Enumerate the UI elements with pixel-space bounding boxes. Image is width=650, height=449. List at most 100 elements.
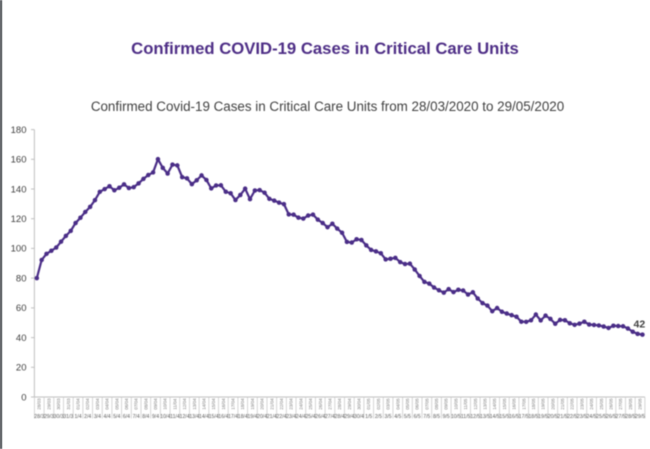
svg-text:20/04: 20/04 [260, 398, 265, 410]
svg-text:0: 0 [21, 392, 26, 403]
svg-text:26/4: 26/4 [315, 414, 325, 420]
svg-text:25/05: 25/05 [599, 398, 604, 410]
svg-text:15/5: 15/5 [499, 414, 509, 420]
svg-text:120: 120 [11, 214, 27, 225]
svg-text:05/04: 05/04 [114, 398, 119, 410]
svg-text:6/5: 6/5 [414, 414, 421, 420]
svg-text:24/04: 24/04 [298, 398, 303, 410]
svg-text:17/05: 17/05 [521, 398, 526, 410]
svg-text:28/03: 28/03 [37, 398, 42, 410]
svg-text:20: 20 [16, 363, 27, 374]
svg-text:30/04: 30/04 [357, 398, 362, 410]
svg-text:42: 42 [634, 319, 646, 331]
svg-text:09/05: 09/05 [444, 398, 449, 410]
svg-text:24/05: 24/05 [589, 398, 594, 410]
svg-text:23/4: 23/4 [286, 414, 296, 420]
svg-text:22/4: 22/4 [277, 414, 287, 420]
svg-text:28/3: 28/3 [34, 414, 44, 420]
svg-text:18/5: 18/5 [528, 414, 538, 420]
svg-text:22/5: 22/5 [567, 414, 577, 420]
svg-text:5/4: 5/4 [113, 414, 120, 420]
svg-text:28/05: 28/05 [628, 398, 633, 410]
svg-text:5/5: 5/5 [404, 414, 411, 420]
svg-text:01/04: 01/04 [76, 398, 81, 410]
svg-text:24/4: 24/4 [296, 414, 306, 420]
svg-text:8/5: 8/5 [433, 414, 440, 420]
svg-text:15/05: 15/05 [502, 398, 507, 410]
svg-text:29/5: 29/5 [635, 414, 645, 420]
svg-text:23/05: 23/05 [579, 398, 584, 410]
svg-text:24/5: 24/5 [587, 414, 597, 420]
svg-text:19/4: 19/4 [247, 414, 257, 420]
svg-text:80: 80 [16, 273, 27, 284]
svg-text:7/5: 7/5 [423, 414, 430, 420]
svg-text:6/4: 6/4 [123, 414, 130, 420]
svg-text:08/04: 08/04 [143, 398, 148, 410]
svg-text:13/04: 13/04 [192, 398, 197, 410]
svg-text:04/05: 04/05 [395, 398, 400, 410]
svg-text:17/04: 17/04 [231, 398, 236, 410]
svg-text:14/04: 14/04 [201, 398, 206, 410]
svg-text:28/04: 28/04 [337, 398, 342, 410]
svg-text:19/05: 19/05 [541, 398, 546, 410]
svg-text:16/05: 16/05 [512, 398, 517, 410]
svg-text:16/04: 16/04 [221, 398, 226, 410]
svg-text:1/5: 1/5 [365, 414, 372, 420]
svg-text:02/04: 02/04 [85, 398, 90, 410]
svg-text:29/4: 29/4 [344, 414, 354, 420]
svg-text:28/4: 28/4 [335, 414, 345, 420]
svg-text:02/05: 02/05 [376, 398, 381, 410]
svg-text:3/5: 3/5 [385, 414, 392, 420]
svg-text:14/5: 14/5 [490, 414, 500, 420]
svg-text:19/04: 19/04 [250, 398, 255, 410]
svg-text:140: 140 [11, 184, 27, 195]
svg-text:30/03: 30/03 [56, 398, 61, 410]
svg-text:14/05: 14/05 [492, 398, 497, 410]
svg-text:4/4: 4/4 [104, 414, 111, 420]
svg-text:40: 40 [16, 333, 27, 344]
svg-text:2/4: 2/4 [84, 414, 91, 420]
svg-text:30/4: 30/4 [354, 414, 364, 420]
svg-text:30/3: 30/3 [54, 414, 64, 420]
svg-text:18/04: 18/04 [240, 398, 245, 410]
svg-text:10/4: 10/4 [160, 414, 170, 420]
svg-text:21/5: 21/5 [558, 414, 568, 420]
svg-text:20/4: 20/4 [257, 414, 267, 420]
svg-text:06/05: 06/05 [415, 398, 420, 410]
svg-text:60: 60 [16, 303, 27, 314]
svg-text:31/3: 31/3 [63, 414, 73, 420]
svg-text:26/04: 26/04 [318, 398, 323, 410]
svg-text:18/05: 18/05 [531, 398, 536, 410]
svg-text:09/04: 09/04 [153, 398, 158, 410]
svg-text:05/05: 05/05 [405, 398, 410, 410]
svg-text:1/4: 1/4 [74, 414, 81, 420]
svg-text:26/05: 26/05 [608, 398, 613, 410]
svg-text:23/5: 23/5 [577, 414, 587, 420]
svg-text:4/5: 4/5 [394, 414, 401, 420]
svg-text:08/05: 08/05 [434, 398, 439, 410]
svg-text:27/04: 27/04 [327, 398, 332, 410]
svg-text:160: 160 [11, 155, 27, 166]
svg-text:27/05: 27/05 [618, 398, 623, 410]
svg-text:13/4: 13/4 [189, 414, 199, 420]
svg-text:12/5: 12/5 [470, 414, 480, 420]
svg-text:27/5: 27/5 [616, 414, 626, 420]
svg-text:07/05: 07/05 [424, 398, 429, 410]
svg-text:7/4: 7/4 [133, 414, 140, 420]
svg-text:11/04: 11/04 [172, 398, 177, 410]
svg-text:29/04: 29/04 [347, 398, 352, 410]
svg-text:16/4: 16/4 [218, 414, 228, 420]
svg-text:16/5: 16/5 [509, 414, 519, 420]
svg-text:10/05: 10/05 [453, 398, 458, 410]
svg-text:03/04: 03/04 [95, 398, 100, 410]
svg-text:07/04: 07/04 [134, 398, 139, 410]
svg-text:21/4: 21/4 [267, 414, 277, 420]
svg-text:13/05: 13/05 [482, 398, 487, 410]
svg-text:9/4: 9/4 [152, 414, 159, 420]
svg-text:11/05: 11/05 [463, 398, 468, 410]
svg-text:06/04: 06/04 [124, 398, 129, 410]
svg-text:14/4: 14/4 [199, 414, 209, 420]
svg-text:13/5: 13/5 [480, 414, 490, 420]
svg-text:04/04: 04/04 [105, 398, 110, 410]
svg-text:15/04: 15/04 [211, 398, 216, 410]
